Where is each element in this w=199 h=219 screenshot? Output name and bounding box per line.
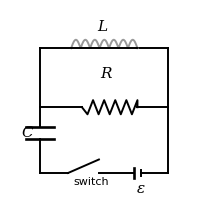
Text: L: L: [97, 20, 107, 34]
Text: C: C: [22, 126, 33, 140]
Text: R: R: [100, 67, 112, 81]
Text: ε: ε: [137, 182, 145, 196]
Text: switch: switch: [73, 177, 109, 187]
